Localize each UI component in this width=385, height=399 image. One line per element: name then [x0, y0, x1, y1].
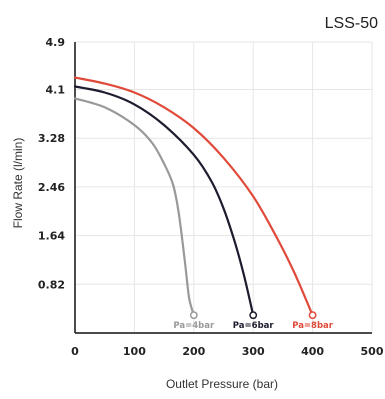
y-tick-label: 2.46	[38, 181, 65, 194]
y-axis-label: Flow Rate (l/min)	[11, 138, 25, 229]
series-line	[73, 97, 195, 317]
series-label: Pa=4bar	[173, 321, 215, 331]
x-tick-label: 100	[123, 345, 146, 358]
x-tick-label: 400	[301, 345, 324, 358]
y-tick-label: 4.9	[46, 36, 66, 49]
axes	[74, 42, 372, 334]
series-end-point	[249, 311, 258, 320]
grid	[75, 41, 373, 333]
x-tick-label: 500	[361, 345, 384, 358]
tick-labels: 0 100 200 300 400 500 0.82 1.64 2.46 3.28 4.1 4.9	[38, 36, 384, 358]
series-line	[73, 76, 314, 317]
series-line	[73, 85, 255, 317]
series-label: Pa=8bar	[292, 321, 334, 331]
x-tick-label: 200	[182, 345, 205, 358]
series-end-point	[189, 311, 198, 320]
series-lines: Pa=4bar Pa=6bar Pa=8bar	[73, 76, 334, 331]
x-tick-label: 0	[71, 345, 79, 358]
series-end-point	[308, 311, 317, 320]
y-tick-label: 4.1	[46, 84, 66, 97]
y-tick-label: 0.82	[38, 278, 65, 291]
x-axis-label: Outlet Pressure (bar)	[166, 377, 278, 391]
y-tick-label: 1.64	[38, 230, 65, 243]
y-tick-label: 3.28	[38, 132, 65, 145]
x-tick-label: 300	[242, 345, 265, 358]
series-label: Pa=6bar	[233, 321, 275, 331]
chart-title: LSS-50	[325, 15, 378, 32]
